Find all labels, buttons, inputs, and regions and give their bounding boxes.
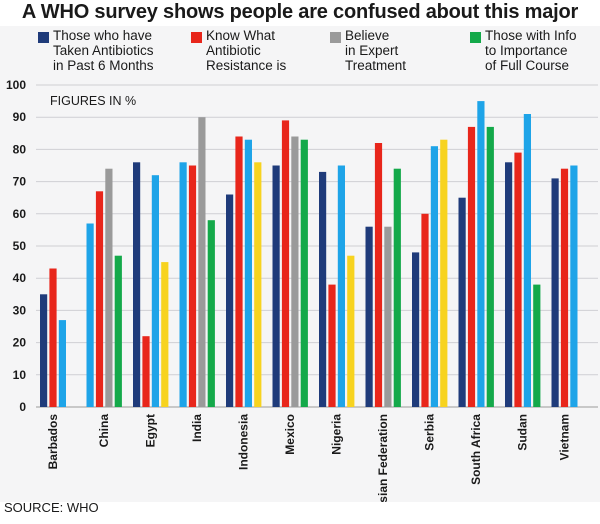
bar	[412, 252, 420, 407]
y-tick-label: 100	[6, 78, 26, 92]
bar	[161, 262, 169, 407]
x-tick-label: Indonesia	[237, 414, 251, 470]
bar	[49, 268, 57, 407]
bar	[374, 143, 383, 407]
bar	[95, 191, 104, 407]
bar	[226, 194, 234, 407]
legend-label: Those with Info to Importance of Full Co…	[485, 28, 577, 73]
bar	[458, 197, 466, 407]
bar	[347, 255, 355, 407]
bar	[198, 117, 206, 407]
bar	[440, 139, 448, 407]
legend-label: Those who have Taken Antibiotics in Past…	[53, 28, 154, 73]
bar	[254, 162, 262, 407]
legend-swatch	[330, 32, 341, 43]
bar	[151, 175, 159, 407]
x-tick-label: China	[97, 414, 111, 448]
source-note: SOURCE: WHO	[4, 500, 99, 515]
bar	[188, 165, 197, 407]
y-tick-label: 10	[13, 368, 27, 382]
bar	[281, 120, 290, 408]
x-tick-label: Egypt	[144, 414, 158, 447]
x-tick-label: South Africa	[469, 414, 483, 485]
bar	[179, 162, 187, 407]
legend-swatch	[191, 32, 202, 43]
x-tick-label: Sudan	[516, 414, 530, 451]
bar	[207, 220, 215, 407]
bar	[319, 171, 327, 407]
y-tick-label: 80	[13, 142, 27, 156]
bar	[244, 139, 252, 407]
bar	[393, 168, 401, 407]
y-tick-label: 30	[13, 303, 27, 317]
x-tick-label: Nigeria	[330, 414, 344, 455]
legend-swatch	[38, 32, 49, 43]
bar	[272, 165, 280, 407]
legend-label: Believe in Expert Treatment	[345, 28, 407, 73]
bar	[300, 139, 308, 407]
legend-label: Know What Antibiotic Resistance is	[206, 28, 287, 73]
x-tick-label: Mexico	[283, 414, 297, 455]
bar	[58, 320, 66, 407]
bar	[114, 255, 122, 407]
x-tick-label: Vietnam	[558, 414, 572, 460]
x-tick-label: Barbados	[46, 414, 60, 470]
y-axis-label: FIGURES IN %	[50, 94, 136, 108]
y-tick-label: 50	[13, 239, 27, 253]
bar	[105, 168, 113, 407]
bar	[505, 162, 513, 407]
y-tick-label: 70	[13, 175, 27, 189]
bar	[551, 178, 559, 407]
x-tick-label: India	[190, 414, 204, 442]
bar	[467, 126, 476, 408]
bar	[570, 165, 578, 407]
chart-title: A WHO survey shows people are confused a…	[21, 1, 579, 47]
bar	[133, 162, 141, 407]
bar	[337, 165, 345, 407]
bar	[86, 223, 94, 407]
bar-chart-plot: 0 10 20 30 40 50 60 70 80 90 100 FIGURES IN % Barbad…	[6, 78, 598, 502]
bar	[523, 114, 531, 407]
y-tick-label: 60	[13, 207, 27, 221]
bar	[560, 168, 569, 407]
bar	[235, 136, 243, 407]
bar	[421, 213, 429, 407]
bar	[365, 226, 373, 407]
x-tick-label: Serbia	[423, 414, 437, 451]
bar	[328, 284, 336, 407]
bar	[486, 126, 494, 408]
bar	[40, 294, 48, 407]
bar	[384, 226, 392, 407]
legend-swatch	[470, 32, 481, 43]
y-tick-label: 90	[13, 110, 27, 124]
bar	[477, 101, 485, 407]
bar	[142, 336, 150, 407]
chart-area: Those who have Taken Antibiotics in Past…	[0, 26, 600, 502]
y-tick-label: 20	[13, 336, 27, 350]
bar	[430, 146, 438, 407]
bar	[291, 136, 299, 407]
y-tick-label: 0	[19, 400, 26, 414]
y-tick-label: 40	[13, 271, 27, 285]
bar	[514, 152, 522, 407]
x-tick-label: Russian Federation	[376, 414, 390, 502]
bar	[533, 284, 541, 407]
